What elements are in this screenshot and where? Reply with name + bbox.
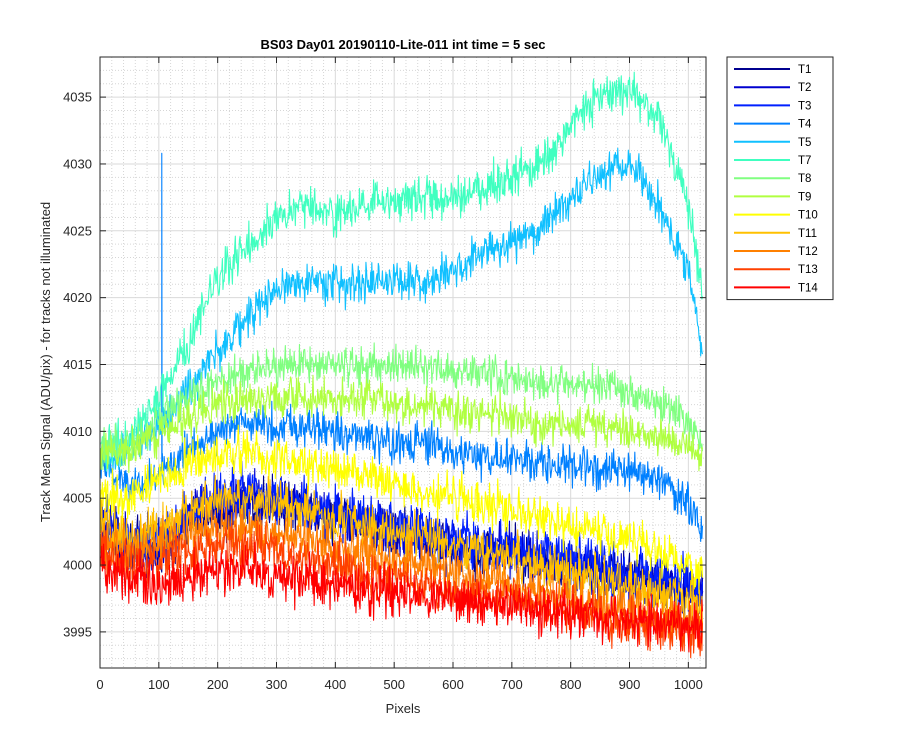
y-tick-label: 4020: [63, 290, 92, 305]
legend-label-t13: T13: [798, 264, 818, 276]
y-tick-label: 3995: [63, 624, 92, 639]
x-tick-label: 700: [501, 677, 523, 692]
legend-label-t9: T9: [798, 191, 811, 203]
legend: T1 T2 T3 T4 T5 T7 T8 T9 T10 T11 T12 T13 T14: [726, 56, 834, 301]
y-tick-label: 4015: [63, 357, 92, 372]
series-line-t9: [100, 374, 703, 474]
legend-label-t11: T11: [798, 228, 817, 240]
y-tick-label: 4000: [63, 558, 92, 573]
legend-label-t12: T12: [798, 246, 818, 258]
tick-marks: [99, 57, 706, 668]
x-tick-label: 400: [324, 677, 346, 692]
y-tick-label: 4025: [63, 223, 92, 238]
y-tick-label: 4030: [63, 156, 92, 171]
x-tick-label: 300: [266, 677, 288, 692]
series-line-t7: [100, 71, 704, 472]
x-tick-label: 600: [442, 677, 464, 692]
x-tick-label: 200: [207, 677, 229, 692]
series-line-t14: [100, 541, 704, 653]
series-line-t10: [100, 424, 704, 594]
chart-title: BS03 Day01 20190110-Lite-011 int time = …: [260, 37, 545, 52]
legend-label-t5: T5: [798, 137, 811, 149]
x-tick-label: 800: [560, 677, 582, 692]
legend-label-t3: T3: [798, 100, 811, 112]
series-line-t11: [100, 474, 704, 630]
series-layer: [100, 71, 704, 659]
x-tick-labels: 0 100 200 300 400 500 600 700 800 900 1000: [96, 677, 702, 692]
y-axis-title: Track Mean Signal (ADU/pix) - for tracks…: [38, 202, 53, 522]
y-tick-label: 4010: [63, 424, 92, 439]
legend-label-t7: T7: [798, 155, 811, 167]
legend-label-t10: T10: [798, 210, 818, 222]
y-tick-labels: 3995 4000 4005 4010 4015 4020 4025 4030 4035: [63, 90, 92, 640]
series-line-t8: [100, 342, 704, 471]
legend-label-t4: T4: [798, 119, 812, 131]
x-tick-label: 1000: [674, 677, 703, 692]
legend-label-t8: T8: [798, 173, 811, 185]
legend-label-t14: T14: [798, 282, 818, 294]
y-tick-label: 4005: [63, 491, 92, 506]
plot-frame: [99, 56, 707, 669]
x-tick-label: 900: [619, 677, 641, 692]
legend-label-t2: T2: [798, 82, 811, 94]
x-tick-label: 0: [96, 677, 103, 692]
y-tick-label: 4035: [63, 90, 92, 105]
x-tick-label: 100: [148, 677, 170, 692]
x-tick-label: 500: [383, 677, 405, 692]
legend-label-t1: T1: [798, 64, 811, 76]
series-line-t4: [100, 152, 704, 543]
x-axis-title: Pixels: [386, 701, 421, 716]
